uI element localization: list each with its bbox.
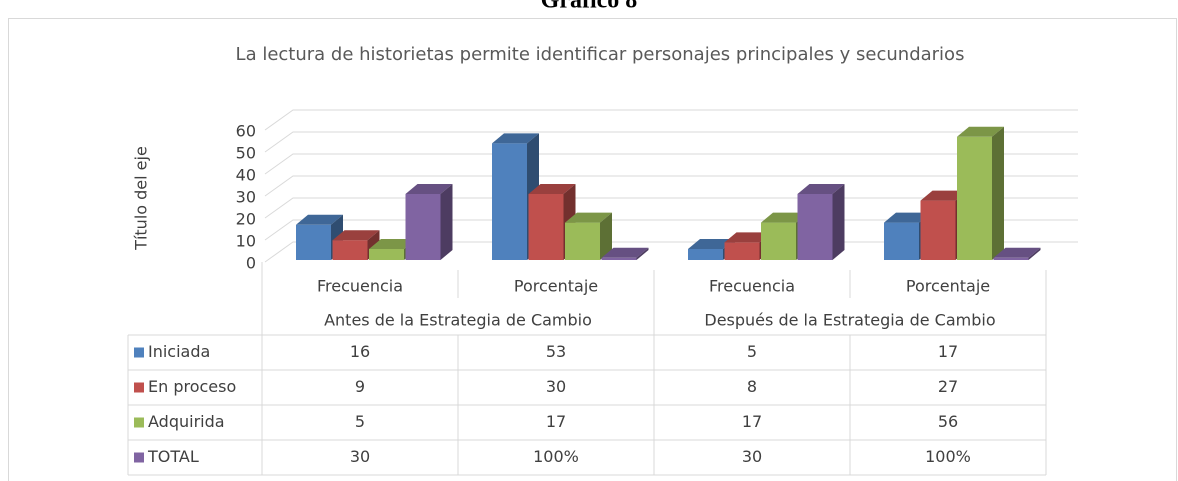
y-tick-label: 50 (236, 144, 256, 163)
y-axis-title: Título del eje (132, 146, 151, 251)
bar (332, 230, 380, 260)
bar-front (492, 143, 527, 260)
x-tick-label: Porcentaje (514, 277, 598, 296)
chart-frame (8, 18, 1177, 481)
bar-top (884, 212, 931, 223)
bar-top (405, 184, 453, 194)
y-tick-label: 60 (236, 122, 256, 141)
bar-front (797, 194, 833, 260)
x-group-label: Antes de la Estrategia de Cambio (324, 311, 592, 330)
legend-swatch (134, 382, 144, 393)
table-value: 27 (938, 377, 958, 396)
table-value: 56 (938, 412, 958, 431)
legend-swatch (134, 452, 144, 463)
bar (565, 212, 612, 260)
y-tick-label: 40 (236, 166, 256, 185)
bar-top (296, 214, 343, 225)
bar (405, 184, 453, 260)
bar-top (601, 247, 649, 258)
legend-label: En proceso (148, 377, 236, 396)
grid-line (264, 175, 1078, 197)
bar-top (492, 133, 539, 144)
legend-label: TOTAL (147, 447, 199, 466)
table-value: 5 (747, 342, 757, 361)
x-tick-label: Frecuencia (709, 277, 795, 296)
table-value: 9 (355, 377, 365, 396)
bar-side (992, 126, 1004, 260)
bar-front (884, 222, 919, 260)
bar-top (332, 230, 380, 241)
bar-top (761, 212, 808, 223)
table-value: 17 (938, 342, 958, 361)
x-tick-label: Porcentaje (906, 277, 990, 296)
bar-front (724, 242, 760, 260)
bar-top (724, 232, 772, 243)
bar-front (761, 222, 796, 260)
bar-top (797, 184, 845, 194)
bar (993, 247, 1041, 260)
table-value: 100% (533, 447, 579, 466)
legend-label: Iniciada (148, 342, 210, 361)
table-value: 30 (546, 377, 566, 396)
bar-top (993, 247, 1041, 258)
x-tick-label: Frecuencia (317, 277, 403, 296)
y-tick-label: 0 (246, 254, 256, 273)
table-value: 5 (355, 412, 365, 431)
legend-swatch (134, 417, 144, 428)
table-value: 30 (350, 447, 370, 466)
legend-label: Adquirida (148, 412, 225, 431)
bar-side (1028, 247, 1041, 260)
table-value: 8 (747, 377, 757, 396)
bar-top (920, 190, 968, 201)
bar-side (636, 247, 649, 260)
bar-front (601, 257, 637, 260)
bar-front (369, 249, 404, 260)
bar-front (565, 222, 600, 260)
bar-front (332, 240, 368, 260)
bar-front (993, 257, 1029, 260)
bar (601, 247, 649, 260)
bar-top (528, 184, 576, 194)
bar-side (440, 184, 453, 260)
grid-line (264, 109, 1078, 131)
y-tick-label: 20 (236, 210, 256, 229)
bar-front (920, 200, 956, 260)
table-value: 53 (546, 342, 566, 361)
bar (797, 184, 845, 260)
x-group-label: Después de la Estrategia de Cambio (704, 311, 995, 330)
bar-front (957, 136, 992, 260)
bar-front (296, 224, 331, 260)
bar-top (369, 239, 416, 249)
table-value: 17 (742, 412, 762, 431)
bar-side (600, 212, 612, 260)
legend-swatch (134, 347, 144, 358)
bar-top (957, 126, 1004, 137)
bar-front (688, 249, 723, 260)
bar-top (688, 239, 735, 249)
y-tick-label: 30 (236, 188, 256, 207)
bar-front (405, 194, 441, 260)
grid-line (264, 153, 1078, 175)
table-value: 30 (742, 447, 762, 466)
chart-title: La lectura de historietas permite identi… (236, 44, 965, 65)
table-value: 100% (925, 447, 971, 466)
table-value: 16 (350, 342, 370, 361)
bar-front (528, 194, 564, 260)
bar (957, 126, 1004, 260)
bar-side (832, 184, 845, 260)
table-value: 17 (546, 412, 566, 431)
y-tick-label: 10 (236, 232, 256, 251)
bar-top (565, 212, 612, 223)
grid-line (264, 131, 1078, 153)
page-heading: Gráfico 8 (541, 0, 638, 14)
